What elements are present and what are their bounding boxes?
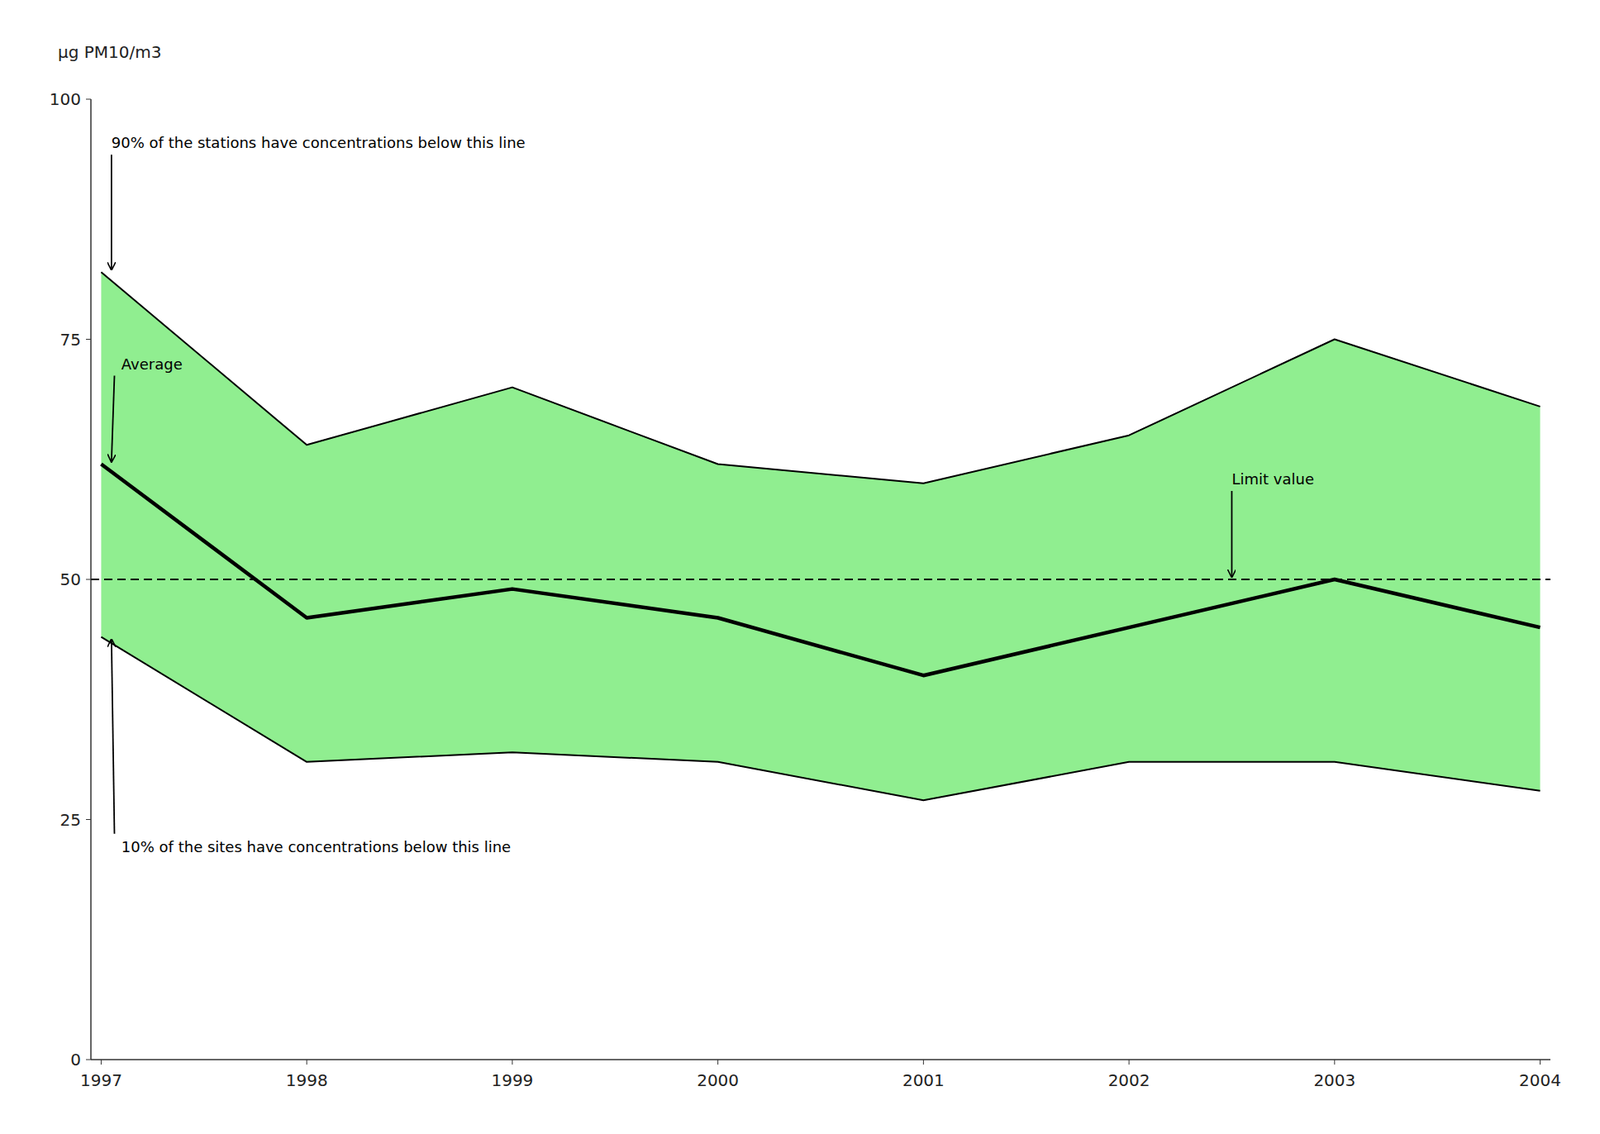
percentile-band — [100, 271, 1540, 800]
series-line — [100, 464, 1540, 677]
x-tick-label: 2002 — [1108, 1070, 1151, 1091]
annotation-arrow — [110, 154, 113, 270]
chart: 1997 1998 1999 2000 2001 2002 2003 2004 0 25 50 75 1… — [0, 0, 1600, 1134]
x-tick — [1128, 1059, 1130, 1065]
axes: 1997 1998 1999 2000 2001 2002 2003 2004 0 25 50 75 1… — [49, 89, 1562, 1091]
y-tick — [85, 819, 91, 820]
x-axis-line — [90, 1058, 1551, 1061]
x-tick — [923, 1059, 924, 1065]
x-tick — [717, 1059, 719, 1065]
x-tick-label: 2000 — [696, 1070, 739, 1091]
annotation-text: Average — [121, 355, 183, 373]
x-tick-label: 1998 — [285, 1070, 329, 1091]
x-tick — [511, 1059, 513, 1065]
series-line — [100, 637, 1540, 801]
x-tick-label: 2003 — [1313, 1070, 1356, 1091]
x-tick-label: 1997 — [80, 1070, 123, 1091]
y-tick-label: 75 — [60, 329, 81, 350]
y-tick-label: 50 — [60, 569, 81, 590]
y-tick-label: 25 — [60, 809, 81, 830]
x-tick — [1333, 1059, 1335, 1065]
annotation-arrow — [111, 376, 115, 462]
y-axis-label: μg PM10/m3 — [57, 42, 162, 62]
series-line — [100, 271, 1540, 484]
x-tick — [1539, 1059, 1541, 1065]
plot-area — [90, 271, 1551, 800]
x-tick-label: 2004 — [1519, 1070, 1562, 1091]
limit-line — [90, 578, 1551, 581]
x-tick-label: 2001 — [902, 1070, 945, 1091]
annotation-text: Limit value — [1231, 470, 1315, 488]
y-tick — [85, 579, 91, 581]
y-tick-label: 100 — [49, 89, 81, 110]
annotation-arrow — [1231, 490, 1234, 577]
x-tick-label: 1999 — [490, 1070, 534, 1091]
x-tick — [100, 1059, 102, 1065]
annotation-arrow — [111, 639, 115, 834]
y-tick — [85, 338, 91, 340]
annotations: 90% of the stations have concentrations … — [111, 133, 1315, 856]
y-tick — [85, 1059, 91, 1061]
y-tick — [85, 99, 91, 100]
y-tick-label: 0 — [70, 1049, 81, 1070]
annotation-text: 90% of the stations have concentrations … — [111, 133, 526, 152]
x-tick — [306, 1059, 308, 1065]
annotation-text: 10% of the sites have concentrations bel… — [121, 838, 511, 856]
